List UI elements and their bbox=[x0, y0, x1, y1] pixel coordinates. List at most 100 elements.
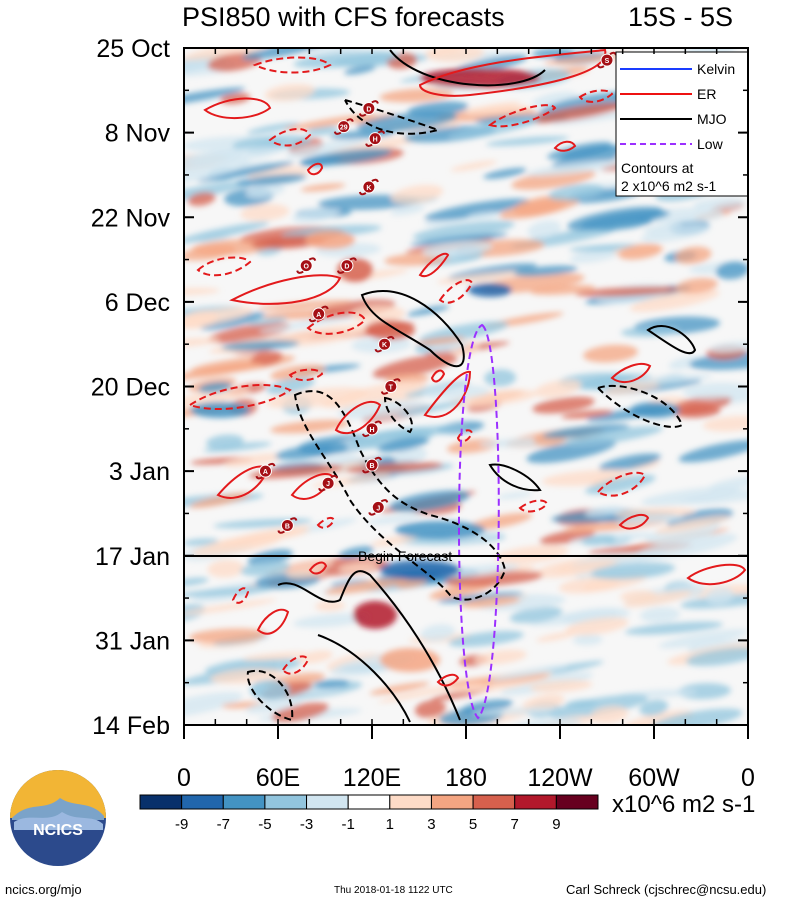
field-streak bbox=[299, 517, 357, 533]
colorbar-swatch bbox=[181, 794, 224, 810]
field-streak bbox=[623, 590, 692, 608]
field-streak bbox=[639, 699, 669, 716]
cyclone-letter: O bbox=[303, 264, 309, 271]
cyclone-marker: A bbox=[308, 305, 329, 323]
mjo-contour bbox=[646, 324, 697, 355]
field-streak bbox=[426, 48, 485, 63]
field-streak bbox=[343, 381, 427, 402]
field-streak bbox=[283, 114, 377, 131]
cyclone-marker: K bbox=[358, 178, 379, 196]
field-streak bbox=[240, 204, 290, 222]
field-streak bbox=[372, 353, 458, 379]
field-streak bbox=[184, 221, 270, 244]
field-streak bbox=[585, 474, 656, 495]
cyclone-marker: H bbox=[362, 420, 382, 438]
er-contour bbox=[252, 56, 332, 74]
field-streak bbox=[184, 599, 277, 616]
colorbar-label: 7 bbox=[511, 816, 519, 833]
colorbar-swatch bbox=[264, 794, 308, 810]
field-streak bbox=[184, 587, 274, 598]
field-streak bbox=[184, 362, 262, 381]
field-streak bbox=[184, 337, 220, 348]
cyclone-marker: J bbox=[318, 474, 339, 492]
field-streak bbox=[245, 697, 303, 714]
field-streak bbox=[548, 183, 604, 201]
field-streak bbox=[424, 198, 530, 221]
mjo-contour bbox=[383, 396, 413, 434]
field-streak bbox=[534, 379, 582, 398]
field-streak bbox=[419, 321, 509, 343]
colorbar-label: 9 bbox=[552, 816, 560, 833]
legend-label-low: Low bbox=[697, 136, 724, 152]
field-streak bbox=[184, 387, 251, 409]
field-core bbox=[353, 601, 397, 629]
field-streak bbox=[191, 239, 271, 256]
field-streak bbox=[286, 568, 325, 579]
field-streak bbox=[241, 48, 329, 60]
field-streak bbox=[240, 561, 291, 576]
contour-note-line1: Contours at bbox=[621, 160, 693, 176]
field-streak bbox=[248, 464, 343, 479]
field-core bbox=[365, 320, 415, 340]
x-tick-label: 0 bbox=[177, 764, 191, 792]
er-contour bbox=[618, 513, 650, 530]
field-streak bbox=[200, 312, 266, 330]
field-streak bbox=[450, 160, 498, 172]
field-streak bbox=[385, 373, 430, 384]
field-streak bbox=[207, 559, 245, 578]
x-tick-label: 120W bbox=[527, 764, 593, 792]
field-streak bbox=[366, 514, 423, 525]
field-streak bbox=[232, 135, 312, 151]
field-streak bbox=[203, 442, 272, 453]
field-streak bbox=[245, 183, 286, 199]
field-streak bbox=[412, 220, 515, 241]
y-tick-label: 20 Dec bbox=[91, 374, 170, 402]
er-contour bbox=[203, 97, 272, 120]
er-contour bbox=[256, 608, 290, 635]
legend: Kelvin ER MJO Low Contours at 2 x10^6 m2… bbox=[615, 51, 749, 197]
field-streak bbox=[522, 694, 565, 712]
field-streak bbox=[224, 453, 283, 468]
er-contour bbox=[306, 162, 324, 176]
field-streak bbox=[511, 169, 596, 190]
mjo-contour bbox=[317, 634, 411, 723]
colorbar-label: -5 bbox=[258, 816, 271, 833]
field-streak bbox=[536, 631, 577, 642]
cyclone-letter: H bbox=[369, 427, 374, 434]
field-streak bbox=[635, 374, 713, 383]
field-streak bbox=[685, 647, 748, 667]
cyclone-marker: 29 bbox=[333, 118, 354, 135]
field-streak bbox=[460, 699, 513, 715]
field-streak bbox=[344, 65, 376, 75]
field-streak bbox=[599, 453, 661, 471]
field-streak bbox=[567, 206, 663, 231]
field-streak bbox=[271, 702, 329, 722]
field-streak bbox=[572, 634, 603, 646]
field-streak bbox=[188, 628, 267, 644]
field-streak bbox=[569, 248, 622, 263]
field-streak bbox=[624, 621, 724, 635]
footer-url[interactable]: ncics.org/mjo bbox=[5, 882, 82, 897]
field-streak bbox=[414, 700, 446, 718]
field-streak bbox=[708, 475, 748, 491]
field-streak bbox=[270, 419, 350, 434]
mjo-contour bbox=[360, 290, 465, 368]
field-streak bbox=[581, 534, 617, 546]
region-label: 15S - 5S bbox=[628, 2, 734, 32]
field-streak bbox=[527, 220, 562, 239]
field-streak bbox=[299, 148, 392, 167]
field-streak bbox=[495, 545, 569, 565]
cyclone-letter: J bbox=[326, 481, 330, 488]
field-streak bbox=[197, 161, 295, 182]
field-streak bbox=[293, 50, 401, 69]
er-contour bbox=[596, 471, 647, 497]
mjo-contour bbox=[344, 99, 442, 135]
y-tick-label: 6 Dec bbox=[105, 289, 170, 317]
field-streak bbox=[250, 351, 283, 366]
field-streak bbox=[633, 533, 738, 560]
field-streak bbox=[266, 377, 315, 395]
field-streak bbox=[484, 369, 517, 387]
field-streak bbox=[184, 181, 251, 203]
mjo-contour bbox=[293, 390, 507, 601]
chart-title: PSI850 with CFS forecasts bbox=[182, 2, 505, 32]
